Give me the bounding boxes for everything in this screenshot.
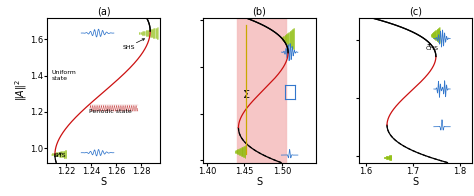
Text: Periodic state: Periodic state <box>89 109 131 114</box>
Text: CHS: CHS <box>426 46 439 51</box>
Bar <box>237 18 286 163</box>
Title: (c): (c) <box>409 7 422 17</box>
Text: SHS: SHS <box>123 45 135 50</box>
Text: SHS: SHS <box>54 152 66 158</box>
Title: (a): (a) <box>97 7 110 17</box>
Text: Uniform
state: Uniform state <box>51 70 76 81</box>
X-axis label: S: S <box>412 177 418 187</box>
X-axis label: S: S <box>101 177 107 187</box>
Y-axis label: $\|A\|^2$: $\|A\|^2$ <box>13 79 28 101</box>
Title: (b): (b) <box>253 7 266 17</box>
X-axis label: S: S <box>256 177 263 187</box>
Text: $\Sigma$: $\Sigma$ <box>242 88 251 100</box>
